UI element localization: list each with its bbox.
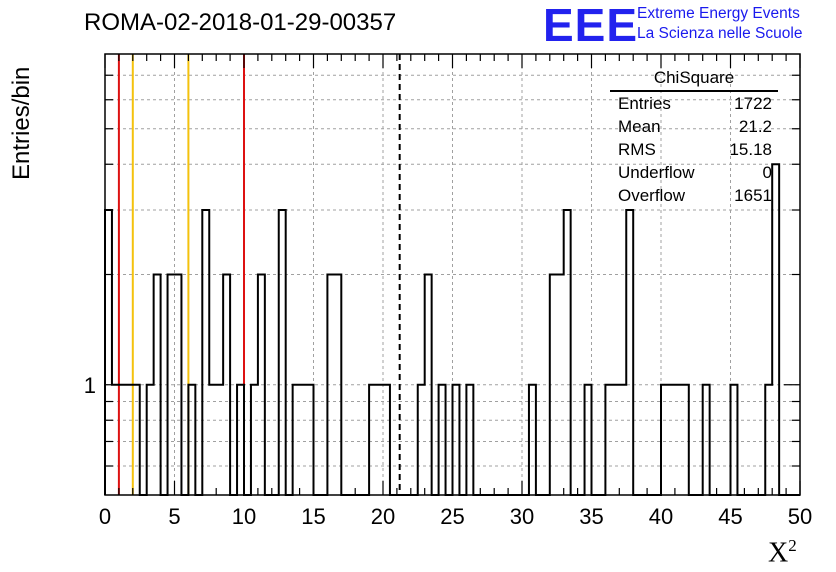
logo-line-2: La Scienza nelle Scuole bbox=[637, 25, 803, 42]
x-tick-label: 40 bbox=[649, 504, 673, 529]
stats-row-underflow: Underflow 0 bbox=[610, 161, 778, 184]
y-tick-label: 1 bbox=[84, 373, 96, 398]
x-tick-label: 0 bbox=[99, 504, 111, 529]
stats-box: ChiSquare Entries 1722 Mean 21.2 RMS 15.18 … bbox=[610, 66, 778, 207]
x-tick-label: 30 bbox=[510, 504, 534, 529]
logo-line-1: Extreme Energy Events bbox=[637, 5, 800, 22]
x-tick-label: 50 bbox=[788, 504, 812, 529]
x-axis-label: X2 bbox=[768, 536, 797, 569]
stats-row-rms: RMS 15.18 bbox=[610, 138, 778, 161]
stats-value: 1722 bbox=[734, 94, 772, 113]
stats-row-mean: Mean 21.2 bbox=[610, 115, 778, 138]
eee-logo: EEE bbox=[543, 0, 639, 51]
stats-value: 1651 bbox=[734, 186, 772, 205]
x-tick-label: 10 bbox=[232, 504, 256, 529]
stats-row-overflow: Overflow 1651 bbox=[610, 184, 778, 207]
stats-label: Overflow bbox=[618, 186, 686, 205]
stats-value: 0 bbox=[762, 163, 772, 182]
stats-value: 21.2 bbox=[738, 117, 772, 136]
stats-label: Mean bbox=[618, 117, 661, 136]
stats-title: ChiSquare bbox=[653, 68, 735, 87]
x-tick-label: 20 bbox=[371, 504, 395, 529]
stats-value: 15.18 bbox=[729, 140, 772, 159]
y-axis-label: Entries/bin bbox=[8, 66, 35, 180]
x-axis-label-base: X bbox=[768, 537, 789, 569]
x-axis-label-sup: 2 bbox=[788, 536, 797, 555]
stats-label: RMS bbox=[618, 140, 656, 159]
stats-label: Entries bbox=[618, 94, 671, 113]
x-tick-label: 35 bbox=[579, 504, 603, 529]
stats-divider bbox=[610, 90, 778, 92]
x-tick-label: 15 bbox=[301, 504, 325, 529]
stats-row-entries: Entries 1722 bbox=[610, 92, 778, 115]
histogram-line bbox=[104, 163, 800, 496]
x-tick-label: 45 bbox=[718, 504, 742, 529]
x-tick-label: 5 bbox=[168, 504, 180, 529]
logo-caption: Extreme Energy Events La Scienza nelle S… bbox=[637, 4, 802, 44]
chart-title: ROMA-02-2018-01-29-00357 bbox=[84, 9, 397, 36]
x-tick-label: 25 bbox=[440, 504, 464, 529]
stats-label: Underflow bbox=[618, 163, 695, 182]
